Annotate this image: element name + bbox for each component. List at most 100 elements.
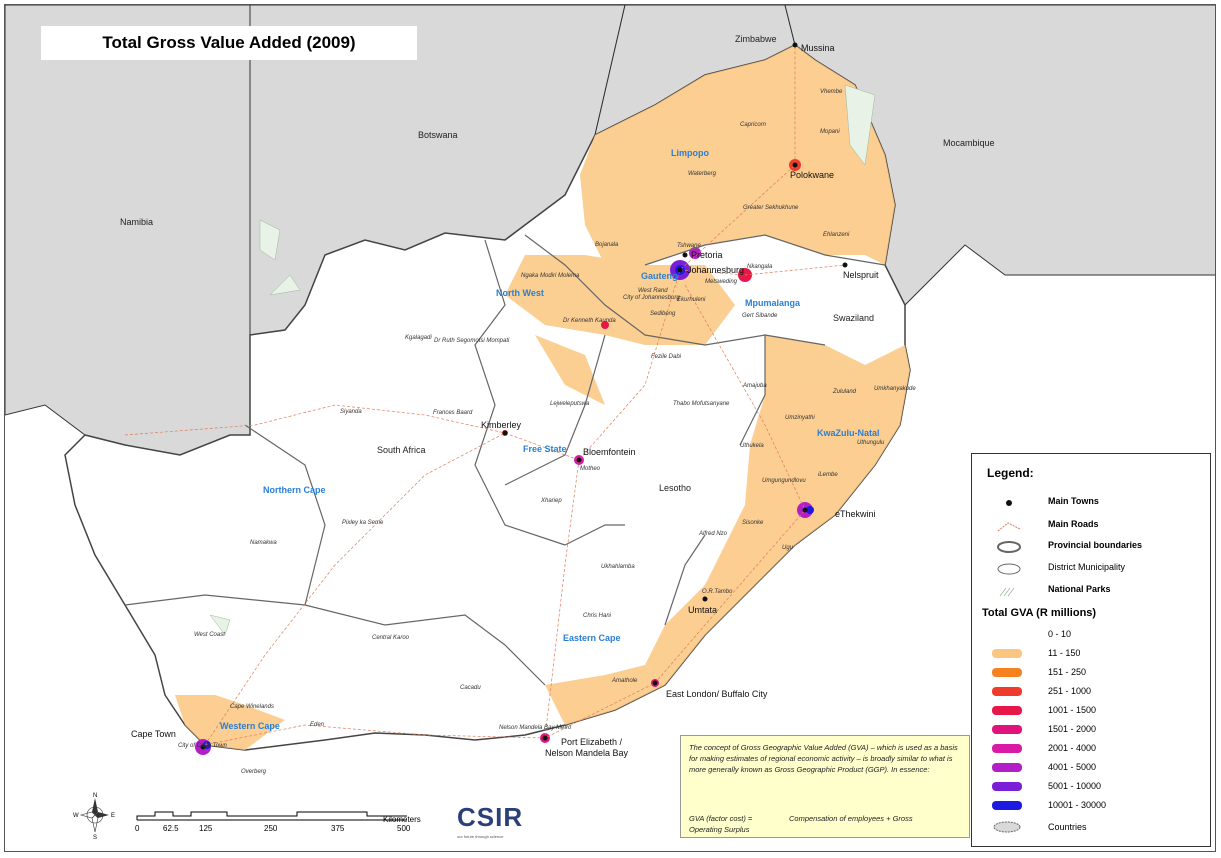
district-label: Overberg bbox=[241, 769, 267, 775]
gva-class-swatch bbox=[992, 725, 1022, 734]
district-label: Metsweding bbox=[705, 279, 738, 285]
province-label-mpumalanga: Mpumalanga bbox=[745, 298, 801, 308]
district-label: Sisonke bbox=[742, 520, 764, 526]
town-label-bloemfontein: Bloemfontein bbox=[583, 447, 636, 457]
gva-class-label: 0 - 10 bbox=[1048, 629, 1072, 639]
gva-class-swatch bbox=[992, 706, 1022, 715]
district-label: O.R.Tambo bbox=[702, 589, 733, 595]
district-label: Vhembe bbox=[820, 89, 843, 95]
district-label: Ekurhuleni bbox=[677, 297, 706, 303]
district-label: Kgalagadi bbox=[405, 335, 432, 341]
compass-n: N bbox=[93, 793, 97, 799]
road-line-icon bbox=[997, 522, 1021, 532]
district-label: Namakwa bbox=[250, 540, 277, 546]
compass-s: S bbox=[93, 835, 97, 840]
note-formula-left: GVA (factor cost) = bbox=[689, 814, 753, 823]
gva-class-swatch bbox=[992, 649, 1022, 658]
district-label: Ehlanzeni bbox=[823, 232, 850, 238]
gva-class-label: 2001 - 4000 bbox=[1048, 743, 1097, 753]
legend-label: Provincial boundaries bbox=[1048, 540, 1143, 550]
district-label: Waterberg bbox=[688, 171, 716, 177]
compass-rose-icon: N S E W bbox=[73, 793, 115, 840]
district-label: Cape Winelands bbox=[230, 704, 274, 710]
map-frame: Total Gross Value Added (2009) Zimbabwe … bbox=[4, 4, 1216, 852]
scale-unit: Kilometers bbox=[383, 815, 421, 824]
country-label-south-africa: South Africa bbox=[377, 445, 426, 455]
legend-item-main-roads: Main Roads bbox=[972, 517, 1202, 533]
scale-bar: 0 62.5 125 250 375 500 Kilometers bbox=[135, 798, 421, 838]
town-label-port-elizabeth: Port Elizabeth / bbox=[561, 737, 623, 747]
town-label-johannesburg: Johannesburg bbox=[687, 265, 745, 275]
district-label: Greater Sekhukhune bbox=[743, 205, 799, 211]
legend-countries-label: Countries bbox=[1048, 822, 1087, 832]
district-label: Gert Sibande bbox=[742, 313, 778, 319]
town-label-kimberley: Kimberley bbox=[481, 420, 522, 430]
gva-class-swatch bbox=[992, 744, 1022, 753]
gva-class-label: 5001 - 10000 bbox=[1048, 781, 1102, 791]
legend-item-national-parks: National Parks bbox=[972, 582, 1202, 598]
scale-tick: 62.5 bbox=[163, 824, 179, 833]
district-label: City of Johannesburg bbox=[623, 295, 680, 301]
district-label: Amajuba bbox=[743, 383, 767, 389]
legend-gva-heading: Total GVA (R millions) bbox=[982, 607, 1097, 619]
country-label-zimbabwe: Zimbabwe bbox=[735, 34, 777, 44]
legend-title: Legend: bbox=[987, 466, 1034, 480]
page-title: Total Gross Value Added (2009) bbox=[102, 33, 356, 52]
gva-class-label: 151 - 250 bbox=[1048, 667, 1087, 677]
map-canvas bbox=[5, 5, 1215, 755]
gva-class-label: 1501 - 2000 bbox=[1048, 724, 1097, 734]
scale-tick: 500 bbox=[397, 824, 411, 833]
district-label: Frances Baard bbox=[433, 410, 473, 416]
csir-tagline: our future through science bbox=[457, 834, 504, 839]
gva-class-swatch bbox=[992, 668, 1022, 677]
gva-class-label: 10001 - 30000 bbox=[1048, 800, 1107, 810]
district-label: Umgungundlovu bbox=[762, 478, 806, 484]
district-label: Motheo bbox=[580, 466, 601, 472]
district-label: Dr Kenneth Kaunda bbox=[563, 318, 616, 324]
district-label: Central Karoo bbox=[372, 635, 410, 641]
district-label: Uthungulu bbox=[857, 440, 885, 446]
compass-e: E bbox=[111, 813, 115, 819]
district-label: Thabo Mofutsanyane bbox=[673, 401, 730, 407]
district-label: Ngaka Modiri Molema bbox=[521, 273, 580, 279]
district-boundary-icon bbox=[997, 563, 1021, 575]
district-label: Alfred Nzo bbox=[699, 531, 728, 537]
district-label: Xhariep bbox=[541, 498, 562, 504]
scale-tick: 0 bbox=[135, 824, 140, 833]
main-roads bbox=[124, 45, 846, 746]
town-markers bbox=[200, 42, 848, 750]
note-formula-right: Compensation of employees + Gross bbox=[789, 814, 913, 823]
scale-tick: 125 bbox=[199, 824, 213, 833]
province-label-western-cape: Western Cape bbox=[220, 721, 280, 731]
scale-tick: 250 bbox=[264, 824, 278, 833]
provincial-boundaries bbox=[124, 234, 886, 686]
district-label: Cacadu bbox=[460, 685, 481, 691]
legend-label: Main Roads bbox=[1048, 519, 1099, 529]
gva-class-label: 11 - 150 bbox=[1048, 648, 1081, 658]
note-formula-continuation: Operating Surplus bbox=[689, 825, 750, 834]
town-dot-icon bbox=[1006, 500, 1012, 506]
town-label-nelspruit: Nelspruit bbox=[843, 270, 879, 280]
country-label-namibia: Namibia bbox=[120, 217, 154, 227]
gva-definition-note: The concept of Gross Geographic Value Ad… bbox=[680, 735, 970, 838]
district-label: Uthukela bbox=[740, 443, 764, 449]
district-label: Bojanala bbox=[595, 242, 619, 248]
country-label-lesotho: Lesotho bbox=[659, 483, 692, 493]
province-label-north-west: North West bbox=[496, 288, 544, 298]
town-label-nelson-mandela-bay: Nelson Mandela Bay bbox=[545, 748, 629, 758]
national-park-hatch-icon bbox=[999, 587, 1015, 597]
town-label-pretoria: Pretoria bbox=[691, 250, 723, 260]
district-label: Umzinyathi bbox=[785, 415, 815, 421]
district-label: Sedibeng bbox=[650, 311, 676, 317]
province-label-kwazulu-natal: KwaZulu-Natal bbox=[817, 428, 880, 438]
gva-class-swatch bbox=[992, 801, 1022, 810]
district-label: Pixley ka Seme bbox=[342, 520, 384, 526]
legend-item-district-municipality: District Municipality bbox=[972, 560, 1202, 576]
province-boundary-icon bbox=[997, 541, 1021, 553]
country-label-swaziland: Swaziland bbox=[833, 313, 875, 323]
district-label: Capricorn bbox=[740, 122, 767, 128]
gva-class-label: 251 - 1000 bbox=[1048, 686, 1092, 696]
district-label: Chris Hani bbox=[583, 613, 612, 619]
district-label: Amathole bbox=[612, 678, 638, 684]
csir-logo: CSIR bbox=[457, 802, 524, 832]
